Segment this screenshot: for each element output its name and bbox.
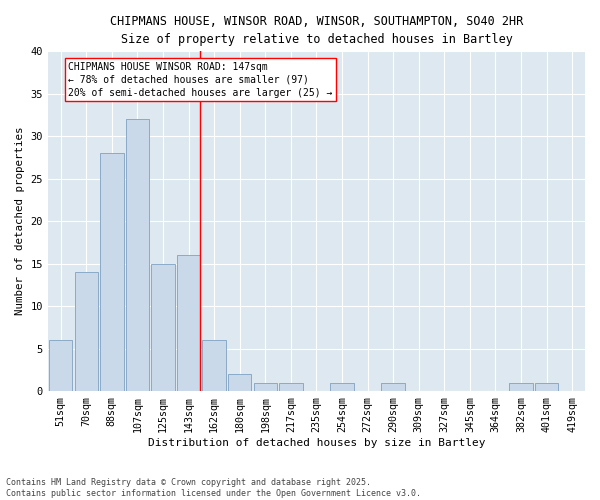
Bar [49,340,73,391]
Bar [125,120,149,391]
Text: CHIPMANS HOUSE WINSOR ROAD: 147sqm
← 78% of detached houses are smaller (97)
20%: CHIPMANS HOUSE WINSOR ROAD: 147sqm ← 78%… [68,62,333,98]
Bar [202,340,226,391]
Bar [509,382,533,391]
Bar [228,374,251,391]
Text: Contains HM Land Registry data © Crown copyright and database right 2025.
Contai: Contains HM Land Registry data © Crown c… [6,478,421,498]
Bar [254,382,277,391]
Bar [382,382,405,391]
Bar [74,272,98,391]
Bar [279,382,302,391]
Bar [177,255,200,391]
Title: CHIPMANS HOUSE, WINSOR ROAD, WINSOR, SOUTHAMPTON, SO40 2HR
Size of property rela: CHIPMANS HOUSE, WINSOR ROAD, WINSOR, SOU… [110,15,523,46]
Y-axis label: Number of detached properties: Number of detached properties [15,127,25,316]
Bar [330,382,354,391]
Bar [100,154,124,391]
Bar [151,264,175,391]
Bar [535,382,559,391]
X-axis label: Distribution of detached houses by size in Bartley: Distribution of detached houses by size … [148,438,485,448]
